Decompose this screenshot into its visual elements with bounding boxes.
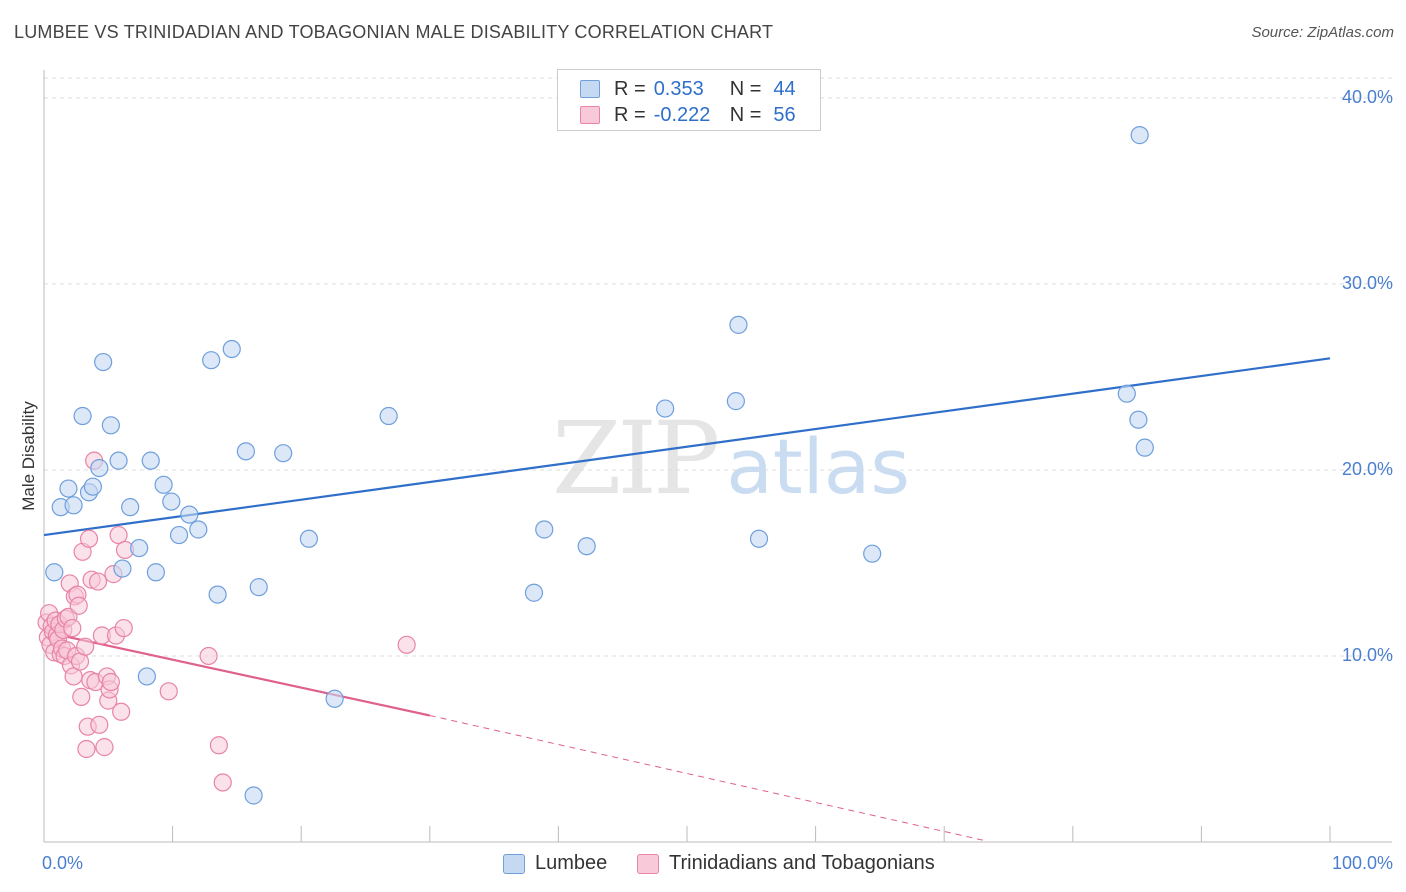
- trini-point: [114, 618, 133, 638]
- lumbee-swatch: [580, 80, 600, 98]
- trini-point: [63, 618, 82, 638]
- lumbee-point: [121, 498, 140, 517]
- lumbee-point: [1130, 126, 1149, 145]
- lumbee-point: [169, 525, 189, 545]
- gridlines: [44, 77, 1392, 657]
- chart-title: LUMBEE VS TRINIDADIAN AND TOBAGONIAN MAL…: [14, 22, 774, 42]
- y-tick-label: 40.0%: [1342, 87, 1393, 107]
- lumbee-point: [64, 496, 83, 515]
- trini-point: [101, 672, 120, 692]
- lumbee-point: [83, 477, 102, 496]
- trini-point: [72, 687, 91, 707]
- lumbee-point: [249, 578, 268, 597]
- lumbee-point: [299, 529, 319, 548]
- lumbee-point: [73, 406, 92, 426]
- lumbee-point: [180, 505, 199, 524]
- axes: [43, 70, 1392, 843]
- lumbee-point: [94, 352, 113, 372]
- r-label: R =: [614, 103, 646, 126]
- lumbee-point: [130, 538, 149, 558]
- trini-point: [213, 773, 232, 792]
- lumbee-point: [379, 406, 398, 426]
- trini-r-value: -0.222: [653, 103, 711, 126]
- trini-point: [209, 736, 228, 755]
- lumbee-point: [236, 442, 256, 461]
- lumbee-point: [325, 689, 344, 708]
- trend-lines: [43, 357, 1331, 841]
- trini-point: [397, 635, 416, 654]
- trini-point: [88, 572, 108, 591]
- trini-point: [199, 646, 218, 666]
- stats-legend: R = 0.353 N = 44 R = -0.222 N = 56: [557, 69, 821, 131]
- trini-trend-line: [43, 630, 431, 717]
- lumbee-legend-swatch: [503, 853, 525, 874]
- lumbee-legend-label: Lumbee: [535, 852, 608, 874]
- lumbee-point: [154, 475, 173, 494]
- lumbee-point: [1117, 384, 1136, 403]
- lumbee-trend-line: [43, 357, 1331, 537]
- y-axis-label: Male Disability: [19, 401, 38, 511]
- trini-n-value: 56: [773, 103, 796, 126]
- trini-point: [69, 596, 88, 615]
- y-tick-label: 20.0%: [1342, 459, 1393, 479]
- trini-legend-swatch: [637, 853, 659, 874]
- x-tick-label: 100.0%: [1332, 853, 1393, 873]
- lumbee-point: [101, 416, 120, 435]
- axis-labels: 10.0% 20.0% 30.0% 40.0% 0.0% 100.0% Male Disab…: [19, 87, 1393, 873]
- y-tick-label: 30.0%: [1342, 273, 1393, 293]
- lumbee-point: [90, 458, 109, 478]
- trini-point: [90, 715, 109, 734]
- lumbee-point: [244, 786, 263, 805]
- trini-point: [79, 529, 99, 548]
- lumbee-point: [729, 315, 748, 334]
- trini-point: [159, 682, 178, 701]
- lumbee-point: [45, 563, 64, 582]
- lumbee-point: [141, 451, 160, 470]
- lumbee-point: [749, 529, 769, 548]
- trini-point: [77, 739, 96, 759]
- trini-swatch: [580, 106, 600, 124]
- trini-point: [112, 702, 131, 721]
- series-legend: Lumbee Trinidadians and Tobagonians: [0, 852, 1406, 878]
- legend-item-lumbee: Lumbee: [503, 852, 607, 875]
- lumbee-r-value: 0.353: [653, 77, 704, 100]
- lumbee-point: [726, 392, 745, 411]
- lumbee-point: [524, 583, 544, 602]
- stats-legend-row-lumbee: R = 0.353 N = 44: [580, 78, 796, 100]
- trini-trend-line-extension: [429, 715, 983, 841]
- stats-legend-row-trini: R = -0.222 N = 56: [580, 104, 796, 126]
- watermark-zip: ZIP: [552, 400, 720, 517]
- lumbee-point: [113, 559, 132, 578]
- lumbee-point: [162, 492, 181, 511]
- lumbee-point: [863, 544, 882, 563]
- trini-legend-label: Trinidadians and Tobagonians: [669, 852, 935, 874]
- lumbee-point: [189, 520, 208, 539]
- legend-item-trini: Trinidadians and Tobagonians: [637, 852, 935, 875]
- lumbee-point: [109, 451, 128, 470]
- lumbee-point: [208, 585, 227, 604]
- trini-point: [76, 637, 95, 656]
- trini-point: [95, 738, 114, 757]
- lumbee-point: [59, 479, 78, 498]
- lumbee-point: [274, 444, 293, 463]
- n-label: N =: [729, 103, 762, 126]
- lumbee-n-value: 44: [773, 77, 796, 100]
- n-label: N =: [729, 77, 762, 100]
- data-points: [37, 126, 1154, 805]
- lumbee-point: [1129, 410, 1148, 429]
- lumbee-point: [656, 399, 675, 418]
- lumbee-point: [146, 563, 165, 582]
- y-tick-label: 10.0%: [1342, 645, 1393, 665]
- lumbee-point: [202, 351, 221, 370]
- x-tick-label: 0.0%: [42, 853, 83, 873]
- lumbee-point: [535, 520, 554, 539]
- r-label: R =: [614, 77, 646, 100]
- lumbee-point: [137, 667, 156, 686]
- lumbee-point: [222, 339, 241, 359]
- lumbee-point: [1135, 438, 1154, 457]
- lumbee-point: [577, 537, 596, 556]
- chart-source: Source: ZipAtlas.com: [1251, 24, 1394, 41]
